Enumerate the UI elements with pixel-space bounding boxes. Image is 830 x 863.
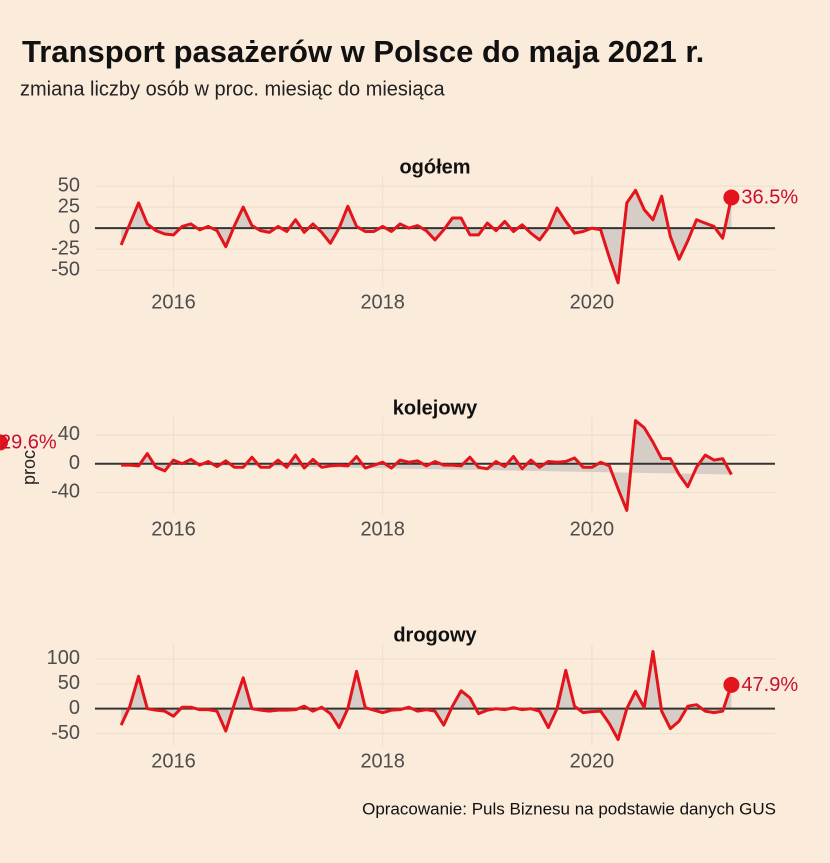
x-tick-label: 2020 <box>570 750 615 772</box>
x-tick-label: 2020 <box>570 291 615 313</box>
panel-title: kolejowy <box>393 397 478 419</box>
line <box>119 188 733 285</box>
y-tick-label: 0 <box>69 452 80 474</box>
y-tick-label: 50 <box>58 174 80 196</box>
end-point <box>723 676 740 693</box>
x-tick-label: 2016 <box>151 291 196 313</box>
data-label: 47.9% <box>741 674 798 696</box>
line <box>121 419 733 512</box>
area <box>121 651 732 740</box>
panel-title: drogowy <box>393 624 477 646</box>
subtitle: zmiana liczby osób w proc. miesiąc do mi… <box>20 78 445 100</box>
x-tick-label: 2016 <box>151 518 196 540</box>
y-tick-label: 0 <box>69 216 80 238</box>
chart-title: Transport pasażerów w Polsce do maja 202… <box>22 34 704 69</box>
data-label: 36.5% <box>741 187 798 209</box>
y-tick-label: -40 <box>51 481 80 503</box>
x-tick-label: 2018 <box>360 518 405 540</box>
line <box>119 649 733 742</box>
y-tick-label: 40 <box>58 423 80 445</box>
x-tick-label: 2016 <box>151 750 196 772</box>
y-tick-label: -50 <box>51 722 80 744</box>
y-tick-label: 100 <box>47 647 80 669</box>
y-tick-label: 25 <box>58 195 80 217</box>
area <box>121 190 732 283</box>
y-axis-label: proc. <box>19 445 39 485</box>
y-tick-label: 50 <box>58 672 80 694</box>
y-tick-label: 0 <box>69 697 80 719</box>
x-tick-label: 2018 <box>360 750 405 772</box>
y-tick-label: -25 <box>51 237 80 259</box>
end-point <box>723 189 740 206</box>
end-point <box>0 434 8 451</box>
caption: Opracowanie: Puls Biznesu na podstawie d… <box>362 799 776 818</box>
data-label: 29.6% <box>0 432 57 454</box>
panel-title: ogółem <box>399 156 470 178</box>
x-tick-label: 2018 <box>360 291 405 313</box>
y-tick-label: -50 <box>51 258 80 280</box>
x-tick-label: 2020 <box>570 518 615 540</box>
